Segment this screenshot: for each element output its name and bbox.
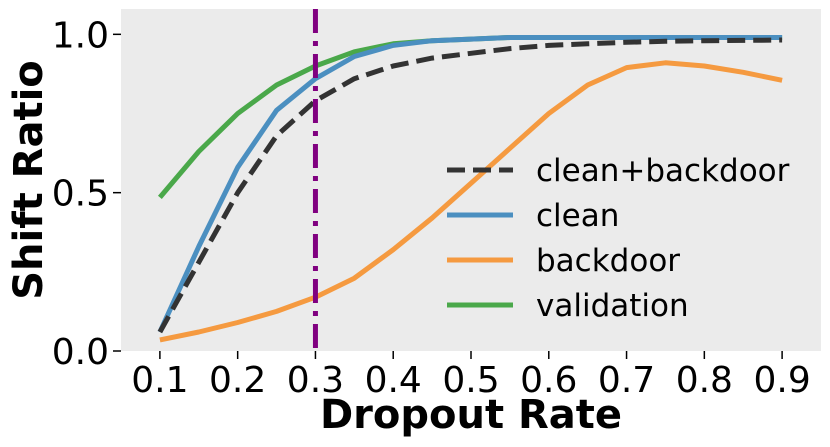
legend: clean+backdoor clean backdoor validation [447, 153, 790, 324]
x-tick-label: 0.6 [520, 360, 577, 401]
x-tick-label: 0.9 [753, 360, 810, 401]
legend-label: clean+backdoor [536, 153, 790, 189]
x-tick-label: 0.1 [131, 360, 188, 401]
series-line-backdoor [159, 60, 783, 343]
x-axis-title: Dropout Rate [320, 392, 622, 438]
x-tick-label: 0.4 [365, 360, 422, 401]
x-tick-label: 0.3 [287, 360, 344, 401]
x-tick-label: 0.7 [598, 360, 655, 401]
y-tick-label: 0.5 [52, 174, 109, 215]
series-line-clean-backdoor [157, 37, 783, 334]
legend-label: clean [536, 198, 619, 234]
x-tick-label: 0.2 [209, 360, 266, 401]
x-tick-label: 0.8 [676, 360, 733, 401]
axis-ticks: 0.1 0.2 0.3 0.4 0.5 0.6 0.7 0.8 0.9 0.0 0.5 1.0 [52, 15, 811, 401]
series-line-clean [157, 35, 783, 334]
y-tick-label: 1.0 [52, 15, 109, 56]
y-tick-label: 0.0 [52, 332, 109, 373]
legend-label: validation [536, 288, 689, 324]
series-layer [157, 35, 783, 343]
x-tick-label: 0.5 [442, 360, 499, 401]
y-axis-title: Shift Ratio [6, 60, 52, 300]
legend-label: backdoor [536, 243, 680, 279]
